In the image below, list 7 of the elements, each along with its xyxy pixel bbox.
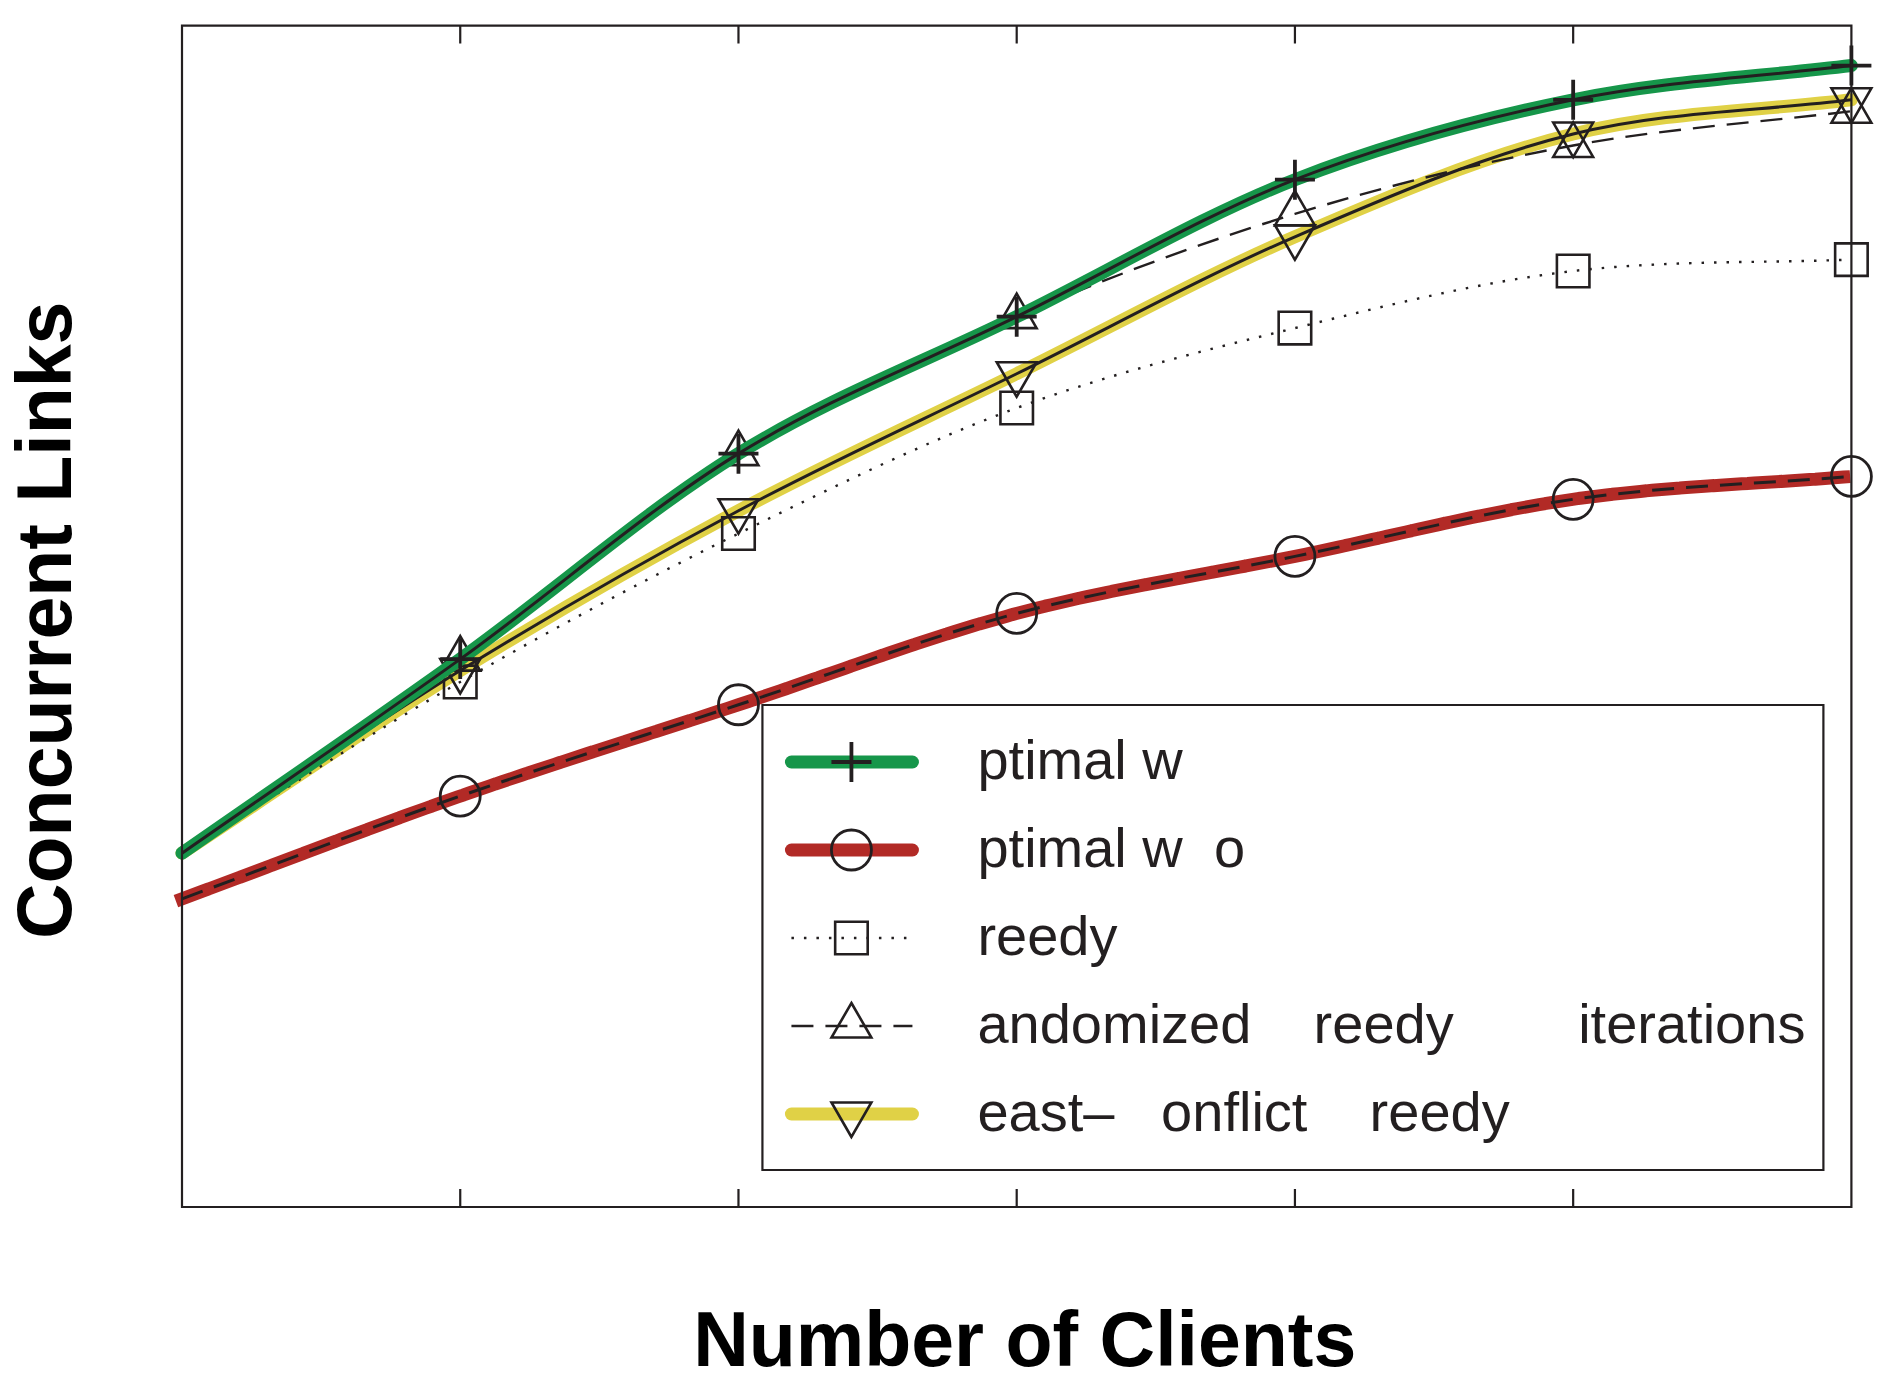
legend-label: reedy [977,904,1118,968]
x-axis-title: Number of Clients [693,1296,1357,1374]
legend-label: ptimal w o [977,816,1246,880]
legend-label: east– onflict reedy [977,1080,1510,1144]
legend-label: ptimal w [977,728,1184,792]
legend-label: andomized reedy iterations [977,992,1806,1056]
y-axis-title: Concurrent Links [1,301,88,940]
